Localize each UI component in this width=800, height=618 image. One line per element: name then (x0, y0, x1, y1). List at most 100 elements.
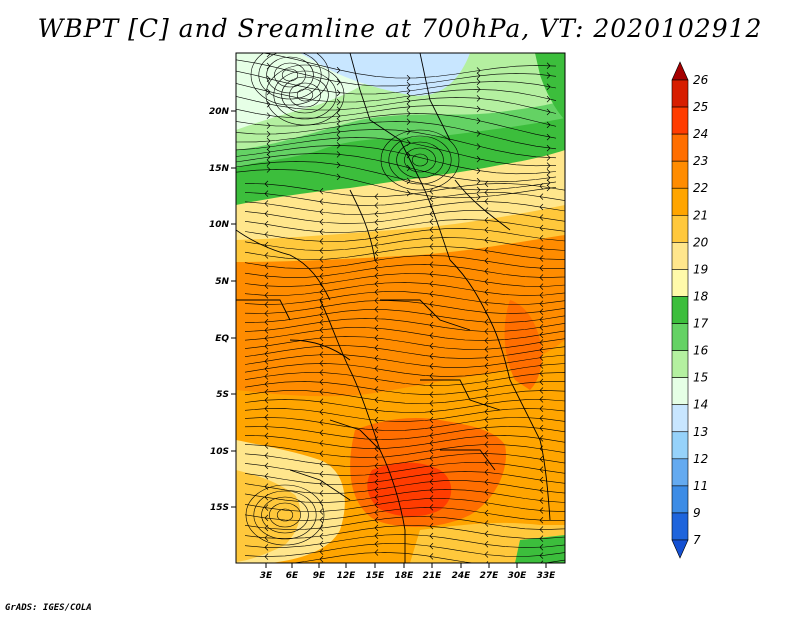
streamline-arrow (264, 327, 269, 334)
streamline-arrow (374, 315, 379, 322)
streamline-arrow (484, 416, 489, 423)
streamline-arrow (319, 311, 324, 318)
streamline-arrow (484, 469, 489, 476)
streamline-arrow (429, 363, 434, 370)
streamline-arrow (374, 375, 379, 383)
streamline-arrow (336, 98, 341, 106)
streamline-arrow (264, 272, 269, 280)
streamline (244, 507, 565, 521)
lat-tick-label: 10S (210, 447, 229, 457)
streamline-arrow (546, 154, 551, 161)
streamline (244, 435, 565, 449)
streamline-arrow (374, 264, 379, 272)
streamline-vortex (265, 64, 345, 126)
streamline-arrow (429, 261, 434, 268)
streamline-arrow (406, 87, 411, 95)
streamline-arrow (429, 321, 434, 329)
streamline-arrow (429, 252, 434, 259)
colorbar-segment (671, 350, 689, 378)
colorbar-segment (671, 133, 689, 162)
streamline (244, 480, 565, 494)
streamline-arrow (319, 532, 324, 540)
colorbar-label: 22 (693, 181, 708, 195)
streamline-arrow (374, 386, 379, 393)
streamline-arrow (429, 504, 434, 511)
streamline-arrow (539, 316, 544, 323)
streamline-arrow (264, 301, 269, 308)
streamline-arrow (429, 478, 434, 485)
streamline-arrow (429, 470, 434, 477)
streamline-arrow (319, 238, 324, 245)
colorbar-label: 7 (693, 533, 701, 547)
streamline (244, 192, 565, 206)
streamline-arrow (266, 88, 271, 96)
streamline-vortex (396, 141, 444, 179)
wbpt-field (236, 53, 565, 563)
streamline-arrow (374, 297, 379, 304)
colorbar-label: 25 (693, 100, 708, 114)
streamline-arrow (264, 534, 269, 542)
colorbar-bottom-arrow (671, 539, 689, 559)
colorbar-label: 24 (693, 127, 708, 141)
colorbar-label: 13 (693, 425, 708, 439)
streamline-arrow (429, 218, 434, 226)
streamline-arrow (336, 142, 341, 149)
colorbar-segment (671, 296, 689, 324)
streamline-arrow (484, 432, 489, 440)
streamline-arrow (539, 324, 544, 331)
streamline-arrow (374, 540, 379, 548)
band-north-blue (300, 53, 470, 96)
streamline-arrow (476, 177, 481, 185)
streamline-arrow (484, 278, 489, 286)
streamline-arrow (484, 450, 489, 457)
streamline-arrow (546, 62, 551, 69)
colorbar-label: 20 (693, 235, 709, 249)
streamline-arrow (429, 416, 434, 424)
streamline-arrow (319, 198, 324, 205)
colorbar-segment (671, 214, 689, 243)
streamline-arrow (264, 310, 269, 317)
streamline-arrow (319, 429, 324, 437)
streamline-arrow (406, 177, 411, 185)
streamline-arrow (539, 535, 544, 542)
streamline-arrow (539, 255, 544, 262)
streamline (244, 516, 565, 530)
streamline-arrow (264, 373, 269, 380)
streamline (244, 471, 565, 485)
streamline-arrow (319, 398, 324, 405)
streamline-arrow (539, 476, 544, 484)
lon-tick-label: 15E (366, 571, 386, 581)
streamline-arrow (546, 121, 551, 129)
streamline-arrow (539, 331, 544, 339)
lat-tick-label: 10N (209, 220, 230, 230)
streamline-arrow (406, 118, 411, 125)
streamline-arrow (319, 548, 324, 555)
streamline (236, 145, 557, 175)
streamline-arrow (484, 354, 489, 362)
streamline-arrow (319, 480, 324, 488)
streamline-arrow (336, 134, 341, 142)
streamline-arrow (374, 324, 379, 332)
streamline (244, 462, 565, 476)
streamline-arrow (429, 455, 434, 462)
streamline-arrow (406, 81, 411, 89)
streamline-arrow (264, 200, 269, 207)
colorbar-label: 17 (693, 317, 709, 331)
streamline-arrow (374, 524, 379, 532)
streamline-arrow (406, 164, 411, 172)
streamlines (236, 53, 565, 563)
streamline-arrow (546, 184, 551, 192)
streamline-arrow (476, 186, 481, 194)
streamline-arrow (539, 346, 544, 354)
colorbar-label: 19 (693, 262, 708, 276)
streamline-arrow (319, 555, 324, 563)
streamline-arrow (319, 228, 324, 236)
streamline-arrow (374, 334, 379, 342)
streamline-arrow (429, 226, 434, 234)
streamline-arrow (546, 95, 551, 103)
colorbar-segment (671, 431, 689, 460)
streamline-arrow (484, 424, 489, 431)
streamline-arrow (406, 103, 411, 110)
streamline-arrow (319, 187, 324, 195)
